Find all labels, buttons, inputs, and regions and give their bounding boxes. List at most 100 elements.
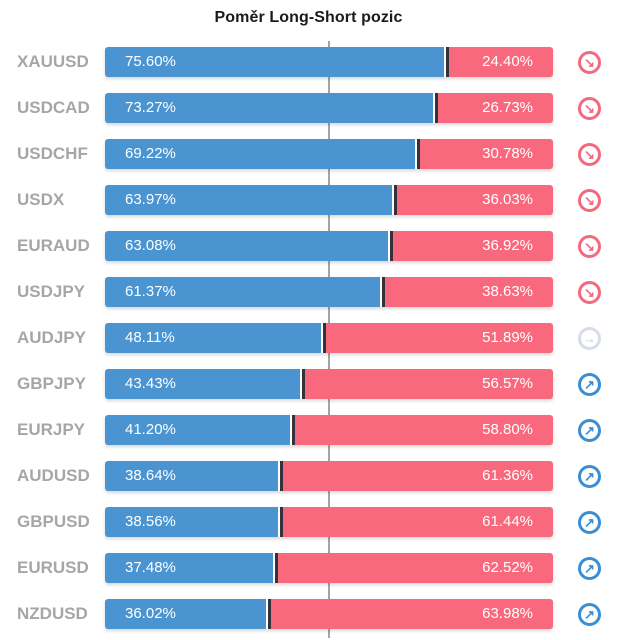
ratio-row[interactable]: NZDUSD 36.02% 63.98% ↗	[0, 591, 617, 637]
signal-arrow-icon-buy: ↗	[578, 372, 601, 396]
short-segment: 61.44%	[282, 507, 553, 537]
segment-gap	[266, 599, 269, 629]
long-segment: 43.43%	[105, 369, 300, 399]
signal-arrow-icon-buy: ↗	[578, 464, 601, 488]
ratio-row[interactable]: EURUSD 37.48% 62.52% ↗	[0, 545, 617, 591]
ratio-rows: XAUUSD 75.60% 24.40% ↘ USDCAD 73.27% 26.…	[0, 39, 617, 637]
long-segment: 61.37%	[105, 277, 380, 307]
long-segment: 37.48%	[105, 553, 273, 583]
short-segment: 26.73%	[438, 93, 553, 123]
ratio-row[interactable]: USDCAD 73.27% 26.73% ↘	[0, 85, 617, 131]
segment-gap	[289, 415, 292, 445]
short-segment: 61.36%	[283, 461, 553, 491]
signal-arrow-icon-sell: ↘	[578, 280, 601, 304]
symbol-label: EURUSD	[17, 558, 89, 577]
signal-arrow-icon-sell: ↘	[578, 188, 601, 212]
long-segment: 38.56%	[105, 507, 278, 537]
short-segment: 36.03%	[396, 185, 553, 215]
long-short-bar: 69.22% 30.78%	[105, 139, 553, 169]
segment-divider	[268, 599, 272, 629]
segment-divider	[301, 369, 305, 399]
ratio-row[interactable]: AUDUSD 38.64% 61.36% ↗	[0, 453, 617, 499]
ratio-row[interactable]: AUDJPY 48.11% 51.89% →	[0, 315, 617, 361]
long-segment: 63.08%	[105, 231, 388, 261]
long-short-bar: 75.60% 24.40%	[105, 47, 553, 77]
symbol-label: USDX	[17, 190, 65, 209]
short-segment: 63.98%	[271, 599, 553, 629]
short-segment: 56.57%	[304, 369, 553, 399]
segment-divider	[435, 93, 439, 123]
ratio-row[interactable]: GBPUSD 38.56% 61.44% ↗	[0, 499, 617, 545]
long-short-bar: 43.43% 56.57%	[105, 369, 553, 399]
signal-arrow-icon-sell: ↘	[578, 50, 601, 74]
segment-gap	[415, 139, 418, 169]
long-short-bar: 63.08% 36.92%	[105, 231, 553, 261]
segment-gap	[299, 369, 302, 399]
symbol-label: GBPUSD	[17, 512, 90, 531]
long-short-bar: 36.02% 63.98%	[105, 599, 553, 629]
long-segment: 41.20%	[105, 415, 290, 445]
long-short-bar: 48.11% 51.89%	[105, 323, 553, 353]
long-short-bar: 38.64% 61.36%	[105, 461, 553, 491]
short-segment: 62.52%	[277, 553, 553, 583]
signal-arrow-icon-sell: ↘	[578, 142, 601, 166]
long-short-bar: 73.27% 26.73%	[105, 93, 553, 123]
segment-divider	[445, 47, 449, 77]
long-segment: 69.22%	[105, 139, 416, 169]
signal-arrow-icon-neutral: →	[578, 326, 601, 350]
segment-divider	[322, 323, 326, 353]
short-segment: 30.78%	[420, 139, 553, 169]
signal-arrow-icon-buy: ↗	[578, 510, 601, 534]
segment-divider	[291, 415, 295, 445]
ratio-row[interactable]: XAUUSD 75.60% 24.40% ↘	[0, 39, 617, 85]
signal-arrow-icon-buy: ↗	[578, 556, 601, 580]
long-short-bar: 37.48% 62.52%	[105, 553, 553, 583]
long-segment: 73.27%	[105, 93, 434, 123]
long-segment: 63.97%	[105, 185, 392, 215]
long-short-bar: 63.97% 36.03%	[105, 185, 553, 215]
long-short-bar: 38.56% 61.44%	[105, 507, 553, 537]
segment-gap	[379, 277, 382, 307]
symbol-label: USDJPY	[17, 282, 86, 301]
ratio-row[interactable]: USDJPY 61.37% 38.63% ↘	[0, 269, 617, 315]
segment-gap	[433, 93, 436, 123]
ratio-row[interactable]: GBPJPY 43.43% 56.57% ↗	[0, 361, 617, 407]
segment-divider	[393, 185, 397, 215]
segment-gap	[387, 231, 390, 261]
symbol-label: USDCAD	[17, 98, 90, 117]
segment-gap	[272, 553, 275, 583]
symbol-label: AUDUSD	[17, 466, 90, 485]
segment-gap	[278, 461, 281, 491]
symbol-label: USDCHF	[17, 144, 88, 163]
ratio-row[interactable]: EURJPY 41.20% 58.80% ↗	[0, 407, 617, 453]
segment-divider	[381, 277, 385, 307]
long-segment: 75.60%	[105, 47, 444, 77]
segment-gap	[391, 185, 394, 215]
segment-divider	[280, 461, 284, 491]
segment-gap	[277, 507, 280, 537]
ratio-row[interactable]: USDCHF 69.22% 30.78% ↘	[0, 131, 617, 177]
signal-arrow-icon-sell: ↘	[578, 96, 601, 120]
symbol-label: AUDJPY	[17, 328, 86, 347]
symbol-label: NZDUSD	[17, 604, 88, 623]
segment-divider	[389, 231, 393, 261]
signal-arrow-icon-sell: ↘	[578, 234, 601, 258]
signal-arrow-icon-buy: ↗	[578, 418, 601, 442]
symbol-label: XAUUSD	[17, 52, 89, 71]
chart-title: Poměr Long-Short pozic	[214, 9, 403, 26]
segment-gap	[320, 323, 323, 353]
segment-divider	[417, 139, 421, 169]
short-segment: 51.89%	[325, 323, 553, 353]
long-segment: 36.02%	[105, 599, 267, 629]
ratio-row[interactable]: EURAUD 63.08% 36.92% ↘	[0, 223, 617, 269]
segment-divider	[274, 553, 278, 583]
long-short-bar: 61.37% 38.63%	[105, 277, 553, 307]
symbol-label: EURJPY	[17, 420, 86, 439]
signal-arrow-icon-buy: ↗	[578, 602, 601, 626]
long-short-bar: 41.20% 58.80%	[105, 415, 553, 445]
symbol-label: GBPJPY	[17, 374, 86, 393]
segment-gap	[443, 47, 446, 77]
symbol-label: EURAUD	[17, 236, 90, 255]
ratio-row[interactable]: USDX 63.97% 36.03% ↘	[0, 177, 617, 223]
